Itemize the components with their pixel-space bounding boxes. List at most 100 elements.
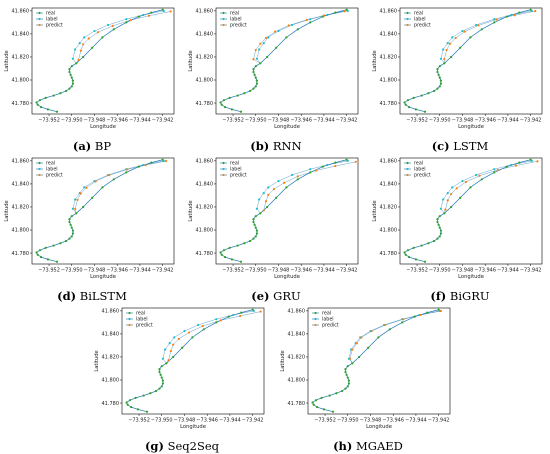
label-line bbox=[72, 160, 164, 214]
legend-entry: real bbox=[230, 11, 239, 17]
trajectory-plot: −73.952 −73.950 −73.948 −73.946 −73.944 −73.9… bbox=[280, 307, 451, 430]
real-point bbox=[75, 62, 78, 65]
caption-letter: (a) bbox=[72, 139, 92, 153]
real-point bbox=[437, 223, 440, 226]
real-point bbox=[252, 70, 255, 74]
caption-name: GRU bbox=[273, 289, 301, 303]
real-point bbox=[427, 242, 430, 245]
label-point bbox=[442, 48, 445, 51]
label-line bbox=[256, 160, 348, 214]
real-point bbox=[438, 85, 441, 88]
real-point bbox=[36, 103, 39, 106]
real-point bbox=[436, 67, 439, 71]
x-tick-label: −73.946 bbox=[474, 268, 496, 274]
predict-point bbox=[167, 359, 170, 362]
predict-point bbox=[446, 199, 449, 202]
real-point bbox=[404, 103, 407, 106]
real-point bbox=[134, 396, 137, 399]
real-point bbox=[69, 223, 72, 226]
legend-marker bbox=[406, 167, 409, 171]
y-tick-label: 41.840 bbox=[12, 182, 30, 188]
trajectory-plot: −73.952 −73.950 −73.948 −73.946 −73.944 −73.9… bbox=[188, 7, 359, 130]
predict-point bbox=[464, 180, 467, 184]
real-point bbox=[254, 226, 257, 229]
legend-marker bbox=[222, 173, 225, 177]
label-point bbox=[346, 159, 349, 162]
y-tick-label: 41.780 bbox=[196, 251, 214, 257]
real-point bbox=[125, 401, 128, 404]
predict-point bbox=[272, 188, 276, 191]
predict-point bbox=[144, 164, 147, 167]
y-tick-label: 41.820 bbox=[380, 55, 398, 61]
real-point bbox=[44, 96, 47, 99]
predict-line bbox=[74, 160, 167, 214]
plot-frame bbox=[31, 157, 175, 265]
label-point bbox=[232, 313, 235, 317]
label-point bbox=[258, 198, 261, 201]
plot-frame bbox=[215, 157, 359, 265]
predict-line bbox=[76, 11, 171, 64]
legend-marker bbox=[38, 167, 41, 171]
real-trajectory-line bbox=[312, 309, 439, 413]
real-point bbox=[38, 99, 42, 102]
caption-name: LSTM bbox=[453, 139, 489, 153]
x-tick-label: −73.946 bbox=[106, 268, 128, 274]
y-tick-label: 41.840 bbox=[288, 332, 306, 338]
real-point bbox=[493, 21, 496, 24]
y-tick-label: 41.860 bbox=[12, 159, 30, 165]
real-point bbox=[450, 55, 453, 59]
real-point bbox=[70, 215, 73, 218]
real-point bbox=[44, 246, 47, 249]
real-point bbox=[220, 253, 223, 256]
real-point bbox=[340, 389, 344, 393]
legend-marker bbox=[38, 173, 41, 177]
real-point bbox=[351, 362, 354, 365]
label-point bbox=[71, 57, 74, 60]
real-point bbox=[150, 161, 153, 164]
label-point bbox=[493, 168, 496, 171]
real-point bbox=[191, 336, 194, 339]
label-point bbox=[291, 173, 294, 177]
real-point bbox=[172, 355, 175, 359]
real-point bbox=[240, 311, 243, 314]
real-point bbox=[52, 244, 55, 247]
real-point bbox=[137, 165, 140, 168]
real-point bbox=[145, 410, 149, 413]
x-axis-label: Longitude bbox=[90, 124, 116, 130]
x-tick-label: −73.950 bbox=[61, 268, 83, 274]
x-tick-label: −73.946 bbox=[106, 118, 128, 124]
label-line bbox=[440, 160, 532, 214]
predict-point bbox=[85, 186, 88, 189]
real-point bbox=[70, 76, 73, 79]
x-tick-label: −73.946 bbox=[474, 118, 496, 124]
real-point bbox=[82, 205, 85, 209]
predict-point bbox=[77, 58, 80, 61]
predict-point bbox=[355, 342, 358, 345]
predict-point bbox=[402, 318, 405, 321]
x-tick-label: −73.946 bbox=[290, 118, 312, 124]
legend-marker bbox=[128, 323, 131, 327]
x-tick-label: −73.942 bbox=[520, 118, 542, 124]
real-point bbox=[518, 161, 521, 164]
real-point bbox=[346, 385, 349, 388]
real-point bbox=[125, 171, 128, 174]
label-point bbox=[162, 9, 165, 12]
real-point bbox=[309, 171, 312, 174]
real-point bbox=[255, 232, 258, 235]
legend-entry: label bbox=[230, 17, 242, 23]
real-point bbox=[255, 82, 258, 85]
legend-marker bbox=[222, 17, 225, 21]
x-tick-label: −73.942 bbox=[152, 118, 174, 124]
real-point bbox=[91, 46, 94, 49]
x-tick-label: −73.944 bbox=[313, 118, 335, 124]
y-tick-label: 41.860 bbox=[380, 159, 398, 165]
real-point bbox=[439, 232, 442, 235]
legend-entry: label bbox=[414, 167, 426, 173]
legend-entry: real bbox=[230, 161, 239, 167]
label-point bbox=[461, 179, 464, 183]
real-point bbox=[436, 70, 439, 74]
legend-entry: predict bbox=[414, 23, 431, 29]
label-point bbox=[255, 57, 258, 60]
y-tick-label: 41.780 bbox=[102, 401, 120, 407]
predict-point bbox=[219, 319, 222, 322]
